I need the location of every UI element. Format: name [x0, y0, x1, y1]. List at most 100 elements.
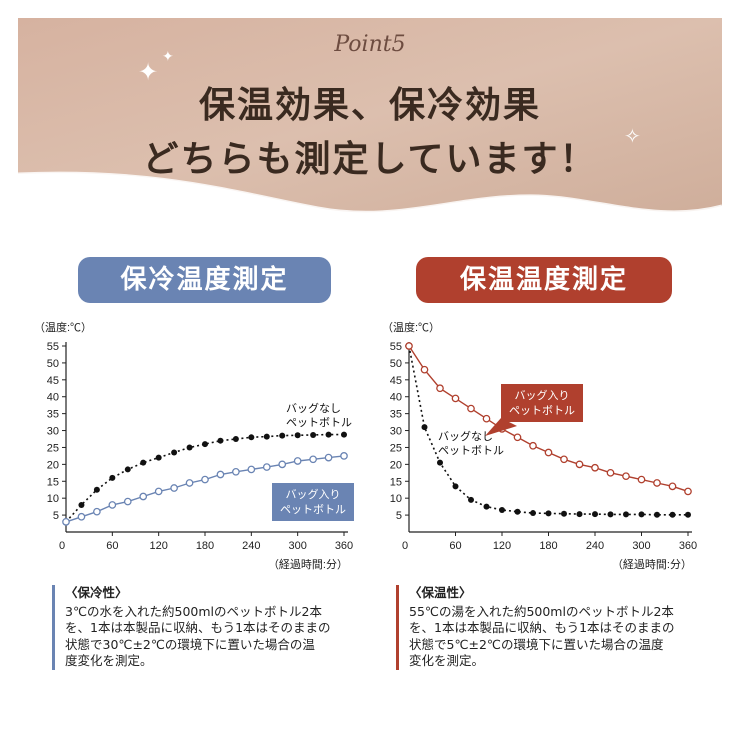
- y-tick-label: 40: [390, 392, 402, 404]
- y-tick-label: 25: [47, 442, 59, 454]
- data-point: [108, 501, 117, 509]
- y-tick-label: 30: [390, 426, 402, 438]
- warming-chart: （温度:℃） 5 10 15 20 25 30 35 40 45 50 55 0 60 120 180 240 3…: [382, 320, 697, 571]
- label-pointer: [485, 418, 517, 436]
- series-label-text: バッグ入り: [515, 388, 570, 402]
- cooling-note-title: 〈保冷性〉: [65, 585, 128, 600]
- data-point: [185, 479, 194, 487]
- data-point: [452, 483, 459, 490]
- x-tick-label: 0: [59, 540, 65, 552]
- data-point: [171, 449, 178, 456]
- x-tick-label: 360: [335, 540, 353, 552]
- data-point: [278, 460, 287, 469]
- series-label-text: ペットボトル: [509, 404, 575, 417]
- warming-note-line: 状態で5℃±2℃の環境下に置いた場合の温度: [409, 636, 664, 652]
- warming-note-title: 〈保温性〉: [409, 585, 472, 600]
- hero-title-line-2: どちらも測定しています！: [142, 139, 598, 180]
- hero-title-line-1: 保温効果、保冷効果: [198, 85, 541, 126]
- data-point: [405, 342, 413, 350]
- data-point: [279, 432, 286, 439]
- series-label-text: ペットボトル: [286, 416, 352, 429]
- data-point: [545, 510, 552, 517]
- data-point: [248, 434, 255, 441]
- series-label-text: バッグ入り: [286, 487, 341, 501]
- data-point: [93, 486, 100, 493]
- data-point: [341, 431, 347, 438]
- hero-banner: Point5 保温効果、保冷効果 どちらも測定しています！ ✦ ✦ ✧: [18, 18, 722, 238]
- data-point: [420, 365, 429, 374]
- data-point: [216, 470, 225, 479]
- y-tick-label: 35: [47, 409, 59, 421]
- data-point: [591, 463, 599, 472]
- data-point: [217, 437, 224, 444]
- y-tick-label: 5: [53, 510, 59, 522]
- y-tick-label: 10: [390, 493, 402, 505]
- sparkle-icon: ✦: [138, 58, 159, 86]
- series-label-text: ペットボトル: [438, 444, 504, 457]
- series-label-text: バッグなし: [286, 401, 341, 415]
- sparkle-small-icon: ✦: [162, 49, 174, 65]
- x-tick-label: 240: [586, 540, 604, 552]
- y-tick-label: 20: [390, 459, 402, 471]
- cooling-section-title: 保冷温度測定: [78, 257, 331, 303]
- x-axis-title: （経過時間:分）: [268, 558, 348, 571]
- data-point: [294, 432, 301, 439]
- x-tick-label: 120: [493, 540, 511, 552]
- data-point: [324, 453, 333, 462]
- x-tick-label: 60: [449, 540, 461, 552]
- hero-background: [18, 18, 722, 214]
- data-point: [154, 487, 163, 496]
- y-tick-label: 5: [396, 510, 402, 522]
- data-point: [170, 484, 178, 492]
- data-point: [201, 475, 209, 484]
- data-point: [514, 508, 521, 515]
- y-tick-label: 45: [47, 375, 59, 387]
- data-point: [232, 467, 240, 476]
- y-tick-label: 15: [47, 476, 59, 488]
- data-point: [109, 474, 116, 481]
- x-tick-label: 240: [242, 540, 260, 552]
- data-point: [592, 511, 598, 518]
- data-point: [622, 472, 630, 481]
- label-box: [272, 483, 354, 521]
- y-tick-label: 30: [47, 426, 59, 438]
- data-point: [437, 459, 443, 466]
- series-label-text: ペットボトル: [280, 503, 346, 516]
- data-point: [436, 384, 444, 393]
- data-point: [310, 431, 317, 438]
- data-point: [62, 518, 70, 526]
- y-tick-label: 55: [47, 341, 59, 353]
- y-tick-label: 20: [47, 459, 59, 471]
- data-point: [124, 466, 131, 473]
- data-point: [140, 459, 147, 466]
- warming-note-line: 変化を測定。: [409, 653, 485, 668]
- data-point: [482, 414, 491, 423]
- x-tick-label: 180: [539, 540, 557, 552]
- y-tick-label: 50: [47, 358, 59, 370]
- y-axis-title: （温度:℃）: [34, 320, 92, 334]
- x-tick-label: 0: [402, 540, 408, 552]
- cooling-note: 〈保冷性〉 3℃の水を入れた約500mlのペットボトル2本 を、1本は本製品に収…: [52, 585, 387, 670]
- warming-note-line: 55℃の湯を入れた約500mlのペットボトル2本: [409, 603, 674, 619]
- data-point: [202, 441, 208, 448]
- data-point: [293, 457, 302, 465]
- data-point: [340, 452, 348, 460]
- data-point: [544, 448, 553, 457]
- data-point: [668, 482, 677, 491]
- y-tick-label: 35: [390, 409, 402, 421]
- data-point: [529, 441, 537, 450]
- data-point: [561, 510, 567, 517]
- y-tick-label: 15: [390, 476, 402, 488]
- cooling-chart: （温度:℃） 5 10 15 20 25 30 35 40 45 50 55 0 60 120 180 240 3…: [34, 320, 354, 571]
- x-tick-label: 180: [196, 540, 214, 552]
- x-tick-label: 120: [149, 540, 167, 552]
- data-point: [637, 475, 646, 484]
- y-tick-label: 10: [47, 493, 59, 505]
- data-point: [623, 511, 629, 518]
- x-axis-title: （経過時間:分）: [612, 558, 692, 571]
- cooling-note-line: 度変化を測定。: [65, 653, 153, 668]
- data-point: [77, 512, 86, 521]
- x-tick-label: 300: [632, 540, 650, 552]
- data-point: [247, 465, 256, 474]
